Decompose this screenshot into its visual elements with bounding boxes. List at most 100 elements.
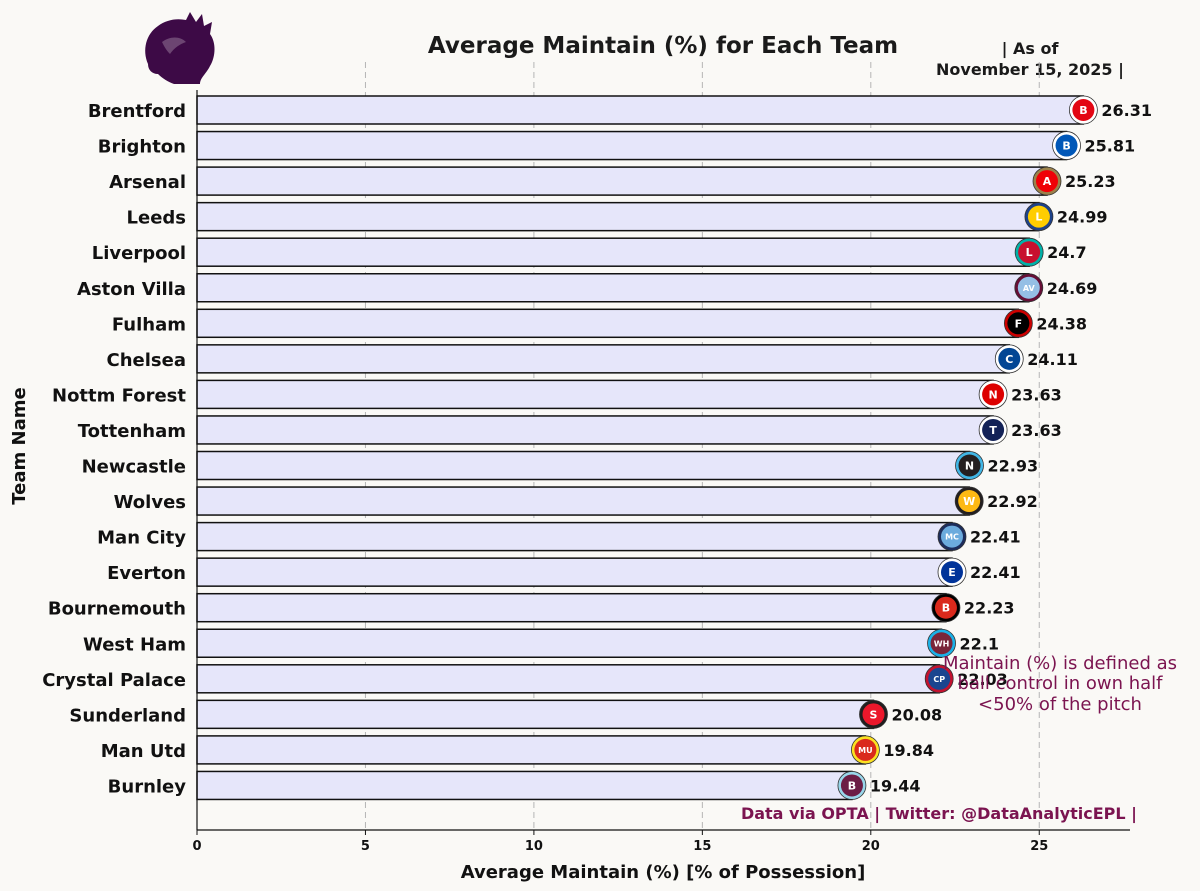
team-label: Brentford (88, 101, 186, 122)
team-label: West Ham (83, 634, 186, 655)
value-label: 22.03 (957, 670, 1008, 689)
value-label: 24.69 (1047, 279, 1098, 298)
value-label: 24.7 (1047, 243, 1086, 262)
bar (196, 770, 853, 801)
value-label: 20.08 (891, 705, 942, 724)
svg-text:C: C (1005, 353, 1013, 366)
team-label: Man City (97, 528, 186, 549)
x-tick-label: 0 (192, 839, 201, 854)
svg-text:WH: WH (934, 639, 950, 648)
everton-crest-icon: E (937, 557, 967, 587)
y-axis-label: Team Name (9, 387, 30, 504)
team-label: Burnley (108, 776, 187, 797)
value-label: 26.31 (1101, 101, 1152, 120)
team-label: Sunderland (69, 705, 186, 726)
brentford-crest-icon: B (1068, 95, 1098, 125)
bar (196, 628, 943, 658)
man-utd-crest-icon: MU (851, 735, 880, 765)
note-line-1: Maintain (%) is defined as (943, 653, 1177, 674)
bar (196, 273, 1030, 303)
team-labels: Brentford Brighton Arsenal Leeds Liverpool As… (42, 101, 186, 797)
bar (196, 664, 940, 694)
team-label: Crystal Palace (42, 670, 186, 691)
value-label: 24.99 (1057, 208, 1108, 227)
svg-text:B: B (942, 602, 950, 615)
svg-text:N: N (965, 460, 974, 473)
team-label: Arsenal (109, 172, 186, 193)
value-label: 22.93 (988, 457, 1039, 476)
burnley-crest-icon: B (837, 771, 867, 800)
team-label: Fulham (112, 314, 186, 335)
as-of-line-2: November 15, 2025 | (936, 60, 1124, 80)
svg-text:S: S (870, 708, 878, 721)
value-label: 19.84 (883, 741, 934, 760)
svg-text:L: L (1035, 211, 1042, 224)
svg-text:W: W (963, 495, 975, 508)
bar (196, 486, 970, 516)
team-label: Wolves (114, 492, 186, 513)
team-label: Newcastle (82, 457, 186, 478)
team-label: Nottm Forest (52, 385, 186, 406)
bar (196, 166, 1048, 196)
aston-villa-crest-icon: AV (1014, 273, 1044, 303)
bar (196, 237, 1030, 267)
nottm-forest-crest-icon: N (978, 379, 1008, 409)
fulham-crest-icon: F (1003, 308, 1033, 338)
svg-text:B: B (848, 779, 856, 792)
note-line-2: ball control in own half (957, 673, 1163, 694)
team-label: Bournemouth (48, 599, 186, 620)
bar (196, 308, 1020, 339)
value-label: 24.38 (1036, 314, 1087, 333)
value-label: 25.23 (1065, 172, 1116, 191)
bar (196, 415, 994, 445)
bar (196, 344, 1011, 374)
team-label: Leeds (127, 208, 186, 229)
data-source: Data via OPTA | Twitter: @DataAnalyticEP… (741, 804, 1137, 824)
brighton-crest-icon: B (1052, 131, 1081, 160)
bar (196, 521, 953, 552)
sunderland-crest-icon: S (859, 699, 888, 729)
x-axis: 0 5 10 15 20 25 (192, 90, 1130, 854)
x-tick-label: 20 (862, 839, 880, 854)
tottenham-crest-icon: T (978, 415, 1008, 445)
team-badges: B B A L L AV F C N T N W MC E B WH CP S MU B (837, 95, 1098, 800)
svg-text:B: B (1079, 104, 1087, 117)
team-label: Everton (107, 563, 186, 584)
value-label: 23.63 (1011, 385, 1062, 404)
bar (196, 592, 947, 623)
bar (196, 735, 867, 765)
definition-note: Maintain (%) is defined as ball control … (943, 653, 1177, 715)
value-label: 22.92 (987, 492, 1038, 511)
newcastle-crest-icon: N (955, 451, 984, 480)
bournemouth-crest-icon: B (931, 593, 961, 623)
premier-league-lion-icon (145, 12, 215, 84)
value-label: 22.41 (970, 563, 1021, 582)
svg-text:T: T (989, 424, 997, 437)
svg-text:MC: MC (945, 533, 959, 542)
team-label: Man Utd (101, 741, 186, 762)
team-label: Chelsea (107, 350, 186, 371)
west-ham-crest-icon: WH (927, 628, 956, 658)
value-label: 19.44 (870, 776, 921, 795)
leeds-crest-icon: L (1024, 202, 1054, 232)
value-label: 25.81 (1085, 137, 1136, 156)
value-label: 22.23 (964, 599, 1015, 618)
wolves-crest-icon: W (954, 486, 984, 516)
team-label: Brighton (98, 137, 186, 158)
value-label: 22.1 (960, 634, 999, 653)
svg-text:A: A (1043, 175, 1052, 188)
man-city-crest-icon: MC (937, 522, 967, 551)
bar (196, 95, 1085, 125)
bar (196, 450, 971, 481)
x-tick-label: 10 (525, 839, 543, 854)
svg-text:AV: AV (1023, 284, 1036, 293)
arsenal-crest-icon: A (1032, 166, 1062, 196)
svg-text:N: N (988, 388, 997, 401)
note-line-3: <50% of the pitch (978, 694, 1142, 715)
liverpool-crest-icon: L (1014, 237, 1044, 267)
team-label: Aston Villa (77, 279, 186, 300)
chart-title: Average Maintain (%) for Each Team (428, 33, 898, 59)
x-tick-label: 5 (361, 839, 370, 854)
svg-text:MU: MU (858, 746, 872, 755)
as-of-line-1: | As of (1002, 39, 1060, 59)
